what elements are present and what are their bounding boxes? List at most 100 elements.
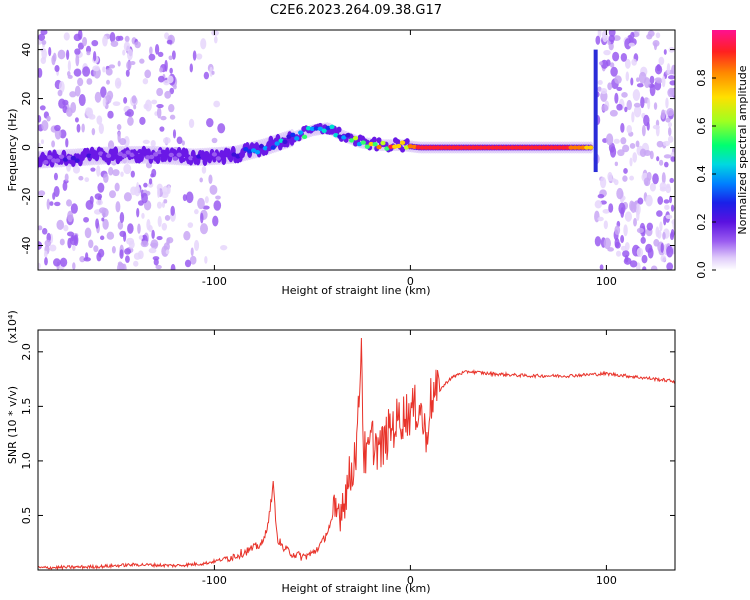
spectrogram-speckle [44, 257, 48, 266]
spectrogram-speckle [62, 181, 68, 192]
spectrogram-speckle [169, 67, 173, 74]
spectrogram-speckle [124, 111, 132, 117]
spectrogram-speckle [53, 258, 61, 267]
y-tick-label: -40 [20, 237, 33, 255]
spectrogram-speckle [641, 254, 648, 264]
spectrogram-speckle [646, 222, 654, 231]
spectrogram-speckle [157, 215, 162, 228]
spectrogram-speckle [152, 256, 160, 261]
spectrogram-speckle [150, 140, 156, 147]
ridge-core [505, 145, 511, 150]
spectrogram-speckle [94, 91, 102, 103]
spectrogram-speckle [653, 42, 658, 51]
spectrogram-speckle [115, 201, 121, 213]
spectrogram-speckle [614, 241, 621, 249]
spectrogram-speckle [614, 75, 622, 84]
spectrogram-speckle [90, 167, 96, 172]
colorbar-tick-label: 0.0 [695, 261, 708, 279]
x-tick-label: 0 [407, 275, 414, 288]
ridge-core [372, 141, 378, 147]
y-tick-label: 20 [20, 92, 33, 106]
ridge-core [243, 147, 249, 152]
spectrogram-speckle [56, 219, 65, 230]
spectrogram-speckle [117, 60, 121, 67]
ridge-core [415, 145, 421, 150]
spectrogram-speckle [599, 264, 604, 270]
spectrogram-speckle [41, 40, 47, 45]
ridge-core [435, 145, 441, 150]
spectrogram-speckle [190, 247, 194, 257]
spectrogram-speckle [649, 182, 656, 192]
spectrogram-speckle [85, 199, 94, 210]
spectrogram-speckle [181, 140, 185, 146]
top-x-ticks: -100 0 100 [202, 30, 617, 288]
y-tick-label: 0.5 [20, 507, 33, 525]
spectrogram-speckle [597, 80, 603, 85]
spectrogram-speckle [660, 242, 664, 254]
ridge-outer [395, 139, 401, 146]
top-x-axis-label: Height of straight line (km) [281, 284, 430, 297]
spectrogram-speckle [66, 199, 73, 207]
spectrogram-speckle [603, 220, 608, 230]
spectrogram-speckle [84, 177, 90, 183]
spectrogram-speckle [201, 165, 207, 174]
spectrogram-speckle [616, 103, 623, 111]
spectrogram-speckle [614, 161, 619, 167]
spectrogram-speckle [628, 42, 635, 47]
spectrogram-speckle [136, 207, 140, 218]
spectrogram-speckle [185, 191, 194, 204]
spectrogram-speckle [626, 99, 632, 111]
ridge-core [86, 153, 92, 158]
spectrogram-speckle [664, 161, 669, 168]
spectrogram-speckle [633, 217, 637, 227]
ridge-core [156, 149, 163, 155]
ridge-core [125, 150, 131, 155]
spectrogram-speckle [601, 104, 609, 112]
spectrogram-speckle [43, 250, 48, 258]
spectrogram-speckle [629, 260, 638, 268]
spectrogram-speckle [155, 264, 162, 270]
spectrogram-speckle [149, 46, 153, 55]
spectrogram-speckle [139, 58, 145, 64]
spectrogram-speckle [131, 95, 137, 104]
spectrogram-speckle [194, 239, 200, 252]
spectrogram-speckle [649, 75, 655, 85]
spectrogram-speckle [86, 51, 91, 56]
colorbar-tick-label: 0.8 [695, 69, 708, 87]
ridge-core [443, 145, 449, 150]
spectrogram-speckle [170, 205, 175, 216]
ridge-core [423, 145, 429, 150]
ridge-core [282, 139, 288, 144]
spectrogram-speckle [594, 200, 603, 209]
spectrogram-speckle [163, 199, 168, 204]
ridge-core [207, 155, 214, 160]
ridge-core [117, 151, 123, 157]
ridge-outer [336, 126, 342, 133]
ridge-core [497, 145, 504, 150]
spectrogram-speckle [140, 240, 149, 248]
ridge-core [184, 156, 190, 161]
spectrogram-speckle [103, 173, 109, 184]
ridge-core [345, 133, 351, 138]
spectrogram-speckle [655, 32, 661, 39]
ridge-core [39, 154, 45, 160]
spectrogram-speckle [164, 90, 172, 99]
spectrogram-speckle [46, 115, 51, 122]
spectrogram-speckle [169, 87, 175, 95]
y-multiplier-label: (x10⁴) [6, 310, 19, 344]
ridge-core [121, 153, 127, 158]
spectrogram-speckle [624, 58, 631, 69]
ridge-core [450, 145, 457, 150]
spectrogram-speckle [125, 69, 130, 77]
spectrogram-speckle [119, 138, 127, 146]
spectrogram-speckle [83, 216, 90, 223]
spectrogram-speckle [631, 111, 635, 123]
spectrogram-speckle [650, 265, 658, 270]
spectrogram-speckle [164, 59, 168, 72]
spectrogram-speckle [642, 266, 647, 270]
ridge-core [560, 145, 566, 150]
spectrogram-speckle [668, 126, 672, 137]
spectrogram-speckle [643, 177, 651, 187]
spectrogram-speckle [54, 65, 60, 72]
ridge-core [541, 145, 547, 150]
